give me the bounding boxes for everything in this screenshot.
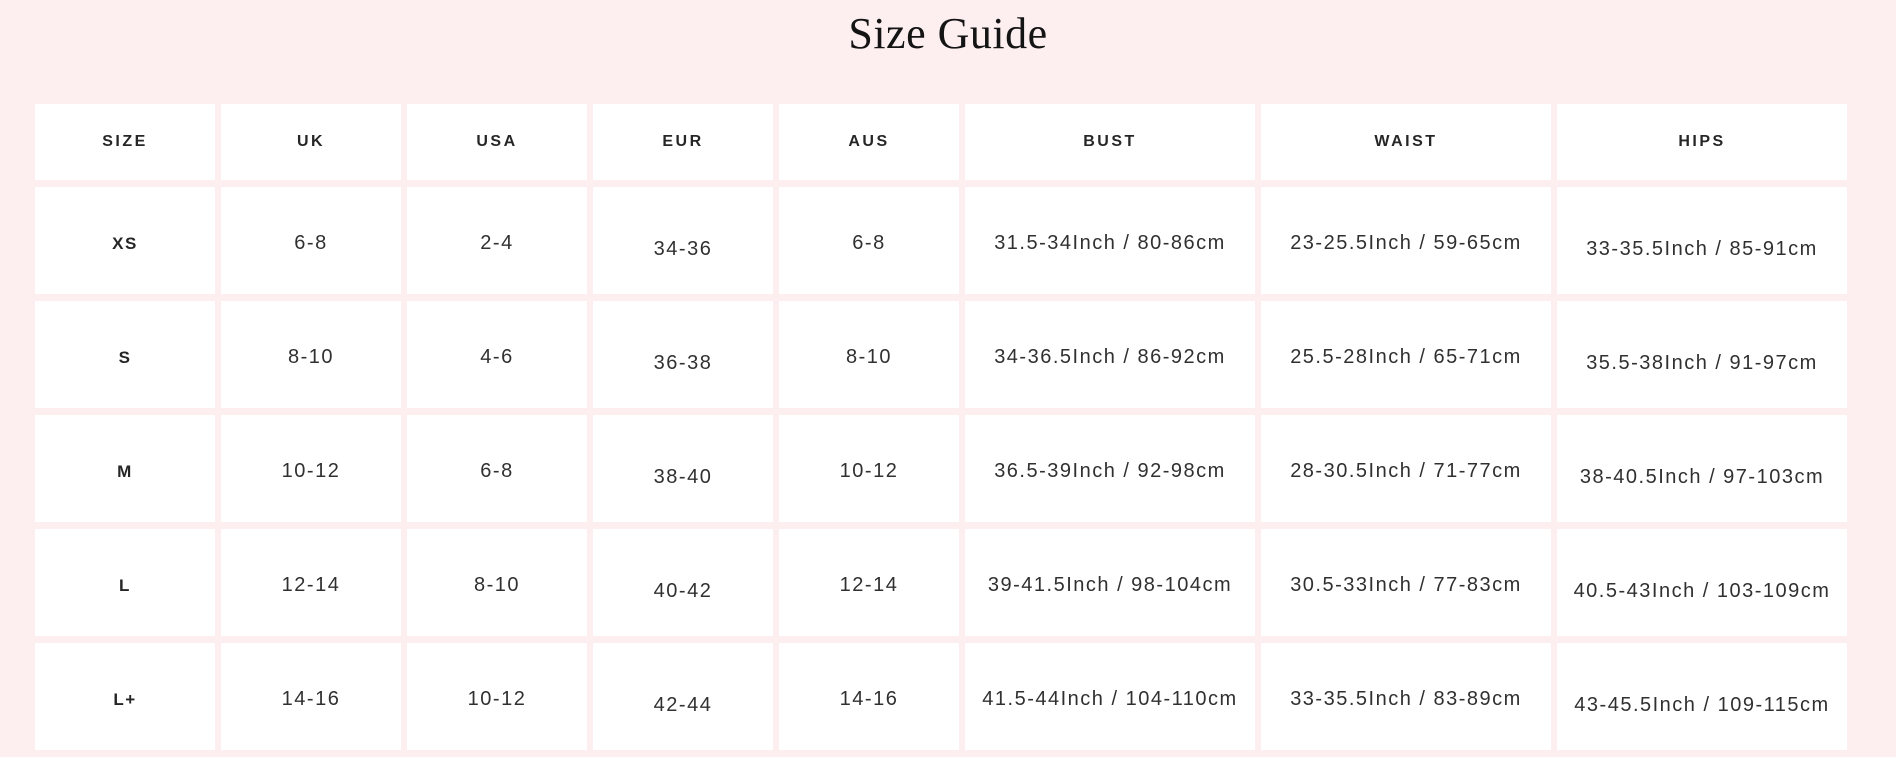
- cell-l-bust: 39-41.5Inch / 98-104cm: [965, 529, 1255, 636]
- cell-l-usa: 8-10: [407, 529, 587, 636]
- cell-l-plus-hips: 43-45.5Inch / 109-115cm: [1557, 643, 1847, 750]
- cell-m-usa: 6-8: [407, 415, 587, 522]
- size-label-s: S: [35, 301, 215, 408]
- cell-l-plus-eur: 42-44: [593, 643, 773, 750]
- cell-l-plus-aus: 14-16: [779, 643, 959, 750]
- header-cell-uk: UK: [221, 104, 401, 180]
- header-cell-aus: AUS: [779, 104, 959, 180]
- cell-m-aus: 10-12: [779, 415, 959, 522]
- cell-l-aus: 12-14: [779, 529, 959, 636]
- header-cell-hips: HIPS: [1557, 104, 1847, 180]
- header-cell-bust: BUST: [965, 104, 1255, 180]
- size-label-l-plus: L+: [35, 643, 215, 750]
- cell-m-uk: 10-12: [221, 415, 401, 522]
- header-cell-waist: WAIST: [1261, 104, 1551, 180]
- size-label-xs: XS: [35, 187, 215, 294]
- cell-l-plus-bust: 41.5-44Inch / 104-110cm: [965, 643, 1255, 750]
- cell-s-aus: 8-10: [779, 301, 959, 408]
- cell-xs-hips: 33-35.5Inch / 85-91cm: [1557, 187, 1847, 294]
- cell-m-eur: 38-40: [593, 415, 773, 522]
- cell-l-hips: 40.5-43Inch / 103-109cm: [1557, 529, 1847, 636]
- cell-m-hips: 38-40.5Inch / 97-103cm: [1557, 415, 1847, 522]
- cell-xs-uk: 6-8: [221, 187, 401, 294]
- cell-s-uk: 8-10: [221, 301, 401, 408]
- header-cell-eur: EUR: [593, 104, 773, 180]
- cell-l-plus-waist: 33-35.5Inch / 83-89cm: [1261, 643, 1551, 750]
- cell-m-waist: 28-30.5Inch / 71-77cm: [1261, 415, 1551, 522]
- cell-s-waist: 25.5-28Inch / 65-71cm: [1261, 301, 1551, 408]
- cell-xs-bust: 31.5-34Inch / 80-86cm: [965, 187, 1255, 294]
- size-guide-table: SIZE UK USA EUR AUS BUST WAIST HIPS XS 6-8 2-4 34-3…: [35, 104, 1847, 750]
- cell-s-usa: 4-6: [407, 301, 587, 408]
- cell-l-eur: 40-42: [593, 529, 773, 636]
- cell-s-hips: 35.5-38Inch / 91-97cm: [1557, 301, 1847, 408]
- cell-xs-eur: 34-36: [593, 187, 773, 294]
- cell-l-waist: 30.5-33Inch / 77-83cm: [1261, 529, 1551, 636]
- cell-xs-aus: 6-8: [779, 187, 959, 294]
- cell-m-bust: 36.5-39Inch / 92-98cm: [965, 415, 1255, 522]
- cell-l-plus-usa: 10-12: [407, 643, 587, 750]
- cell-xs-waist: 23-25.5Inch / 59-65cm: [1261, 187, 1551, 294]
- cell-s-eur: 36-38: [593, 301, 773, 408]
- cell-s-bust: 34-36.5Inch / 86-92cm: [965, 301, 1255, 408]
- size-label-m: M: [35, 415, 215, 522]
- cell-xs-usa: 2-4: [407, 187, 587, 294]
- header-cell-size: SIZE: [35, 104, 215, 180]
- page-title: Size Guide: [848, 9, 1048, 58]
- cell-l-uk: 12-14: [221, 529, 401, 636]
- size-label-l: L: [35, 529, 215, 636]
- cell-l-plus-uk: 14-16: [221, 643, 401, 750]
- header-cell-usa: USA: [407, 104, 587, 180]
